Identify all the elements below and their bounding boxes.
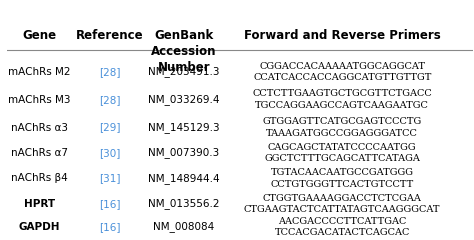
Text: Reference: Reference [75,29,143,42]
Text: [16]: [16] [99,199,120,209]
Text: NM_148944.4: NM_148944.4 [148,173,219,184]
Text: [29]: [29] [99,123,120,132]
Text: nAChRs α7: nAChRs α7 [11,148,68,158]
Text: [31]: [31] [99,174,120,183]
Text: GAPDH: GAPDH [19,222,60,232]
Text: CCTCTTGAAGTGCTGCGTTCTGACC
TGCCAGGAAGCCAGTCAAGAATGC: CCTCTTGAAGTGCTGCGTTCTGACC TGCCAGGAAGCCAG… [252,89,432,110]
Text: TGTACAACAATGCCGATGGG
CCTGTGGGTTCACTGTCCTT: TGTACAACAATGCCGATGGG CCTGTGGGTTCACTGTCCT… [271,168,414,189]
Text: GenBank
Accession
Number: GenBank Accession Number [151,29,217,74]
Text: CAGCAGCTATATCCCCAATGG
GGCTCTTTGCAGCATTCATAGA: CAGCAGCTATATCCCCAATGG GGCTCTTTGCAGCATTCA… [264,143,420,163]
Text: [28]: [28] [99,95,120,105]
Text: HPRT: HPRT [24,199,55,209]
Text: nAChRs β4: nAChRs β4 [11,174,68,183]
Text: [28]: [28] [99,67,120,77]
Text: AACGACCCCTTCATTGAC
TCCACGACATACTCAGCAC: AACGACCCCTTCATTGAC TCCACGACATACTCAGCAC [274,217,410,237]
Text: mAChRs M2: mAChRs M2 [8,67,71,77]
Text: Gene: Gene [22,29,56,42]
Text: GTGGAGTTCATGCGAGTCCCTG
TAAAGATGGCCGGAGGGATCC: GTGGAGTTCATGCGAGTCCCTG TAAAGATGGCCGGAGGG… [263,117,422,138]
Text: NM_145129.3: NM_145129.3 [148,122,219,133]
Text: NM_013556.2: NM_013556.2 [148,198,219,209]
Text: [16]: [16] [99,222,120,232]
Text: mAChRs M3: mAChRs M3 [8,95,71,105]
Text: CTGGTGAAAAGGACCTCTCGAA
CTGAAGTACTCATTATAGTCAAGGGCAT: CTGGTGAAAAGGACCTCTCGAA CTGAAGTACTCATTATA… [244,193,440,214]
Text: nAChRs α3: nAChRs α3 [11,123,68,132]
Text: NM_007390.3: NM_007390.3 [148,148,219,158]
Text: NM_033269.4: NM_033269.4 [148,94,219,105]
Text: CGGACCACAAAAATGGCAGGCAT
CCATCACCACCAGGCATGTTGTTGT: CGGACCACAAAAATGGCAGGCAT CCATCACCACCAGGCA… [253,62,431,82]
Text: [30]: [30] [99,148,120,158]
Text: Forward and Reverse Primers: Forward and Reverse Primers [244,29,441,42]
Text: NM_008084: NM_008084 [153,222,215,233]
Text: NM_203491.3: NM_203491.3 [148,66,219,78]
